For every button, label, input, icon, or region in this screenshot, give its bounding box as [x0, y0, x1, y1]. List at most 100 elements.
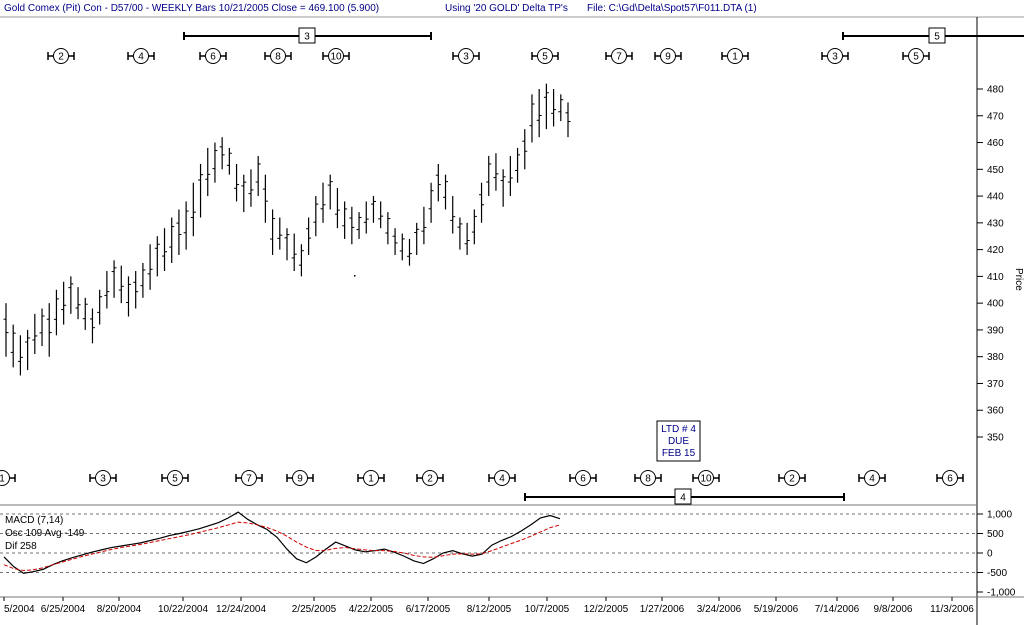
chart-header: Gold Comex (Pit) Con - D57/00 - WEEKLY B… [0, 0, 1024, 17]
price-bar [32, 313, 38, 355]
cycle-marker: 10 [692, 470, 720, 486]
price-tick-label: 350 [987, 433, 1004, 444]
date-tick-label: 12/24/2004 [216, 604, 266, 615]
chart-title: Gold Comex (Pit) Con - D57/00 - WEEKLY B… [4, 3, 380, 14]
cycle-marker: 6 [936, 470, 964, 486]
macd-tick-label: -1,000 [987, 588, 1016, 599]
price-bar [111, 260, 117, 298]
price-bar [219, 137, 225, 170]
price-bar [169, 217, 175, 263]
price-bar [385, 212, 391, 245]
price-bar [471, 209, 477, 245]
price-bar [277, 217, 283, 250]
price-bar [68, 276, 74, 314]
price-bar [313, 196, 319, 237]
price-bar [25, 329, 31, 371]
price-bar [39, 308, 45, 346]
price-bar [515, 147, 521, 183]
cycle-range-label: 5 [934, 32, 940, 43]
cycle-marker: 3 [452, 48, 480, 64]
price-bar [406, 238, 412, 266]
price-tick-label: 440 [987, 192, 1004, 203]
price-bar [507, 155, 513, 197]
date-tick-label: 4/22/2005 [349, 604, 394, 615]
price-bar [370, 196, 376, 223]
cycle-marker: 3 [821, 48, 849, 64]
turning-points-label: Using '20 GOLD' Delta TP's [445, 3, 568, 14]
macd-tick-label: 0 [987, 549, 993, 560]
cycle-marker-label: 6 [580, 474, 586, 485]
cycle-marker-label: 6 [947, 474, 953, 485]
cycle-marker: 6 [569, 470, 597, 486]
price-bar [536, 89, 542, 138]
price-bar [162, 228, 168, 272]
cycle-marker-label: 6 [210, 52, 216, 63]
price-bar [298, 244, 304, 277]
price-bar [226, 147, 232, 175]
price-bar [241, 174, 247, 213]
cycle-marker-label: 1 [368, 474, 374, 485]
date-tick-label: 10/22/2004 [158, 604, 208, 615]
price-bar [450, 196, 456, 234]
price-bar [565, 102, 571, 138]
price-bar [334, 188, 340, 229]
price-bar [176, 209, 182, 255]
cycle-range-box: 4 [524, 488, 845, 505]
cycle-marker-label: 2 [58, 52, 64, 63]
cycle-marker-label: 4 [138, 52, 144, 63]
cycle-marker: 4 [488, 470, 516, 486]
price-tick-label: 380 [987, 352, 1004, 363]
stray-point [354, 275, 356, 277]
date-tick-label: 6/17/2005 [406, 604, 451, 615]
price-bar [464, 222, 470, 255]
ltd-box: LTD # 4 DUE FEB 15 [656, 420, 701, 462]
cycle-marker: 8 [264, 48, 292, 64]
price-bar [17, 335, 23, 376]
price-bar [190, 182, 196, 237]
price-bar [82, 297, 88, 330]
price-bar [53, 289, 59, 336]
cycle-marker: 7 [605, 48, 633, 64]
price-bar [118, 265, 124, 304]
cycle-marker: 1 [0, 470, 16, 486]
ltd-line-3: FEB 15 [662, 448, 696, 459]
macd-tick-label: -500 [987, 568, 1007, 579]
macd-panel: 1,000 500 0 -500 -1,000 MACD (7,14) Osc 109 Av… [0, 510, 1016, 599]
date-tick-label: 8/20/2004 [97, 604, 142, 615]
file-path: File: C:\Gd\Delta\Spot57\F011.DTA (1) [587, 3, 757, 14]
cycle-marker-label: 10 [700, 474, 712, 485]
cycle-marker-label: 3 [100, 474, 106, 485]
price-bar [558, 94, 564, 122]
price-bar [97, 289, 103, 325]
price-bar [147, 244, 153, 290]
cycle-marker-label: 2 [789, 474, 795, 485]
price-bar [486, 155, 492, 197]
cycle-marker: 5 [531, 48, 559, 64]
ltd-line-2: DUE [668, 436, 689, 447]
price-bar [435, 163, 441, 202]
price-tick-label: 460 [987, 138, 1004, 149]
cycle-marker-label: 3 [463, 52, 469, 63]
price-tick-label: 410 [987, 272, 1004, 283]
cycle-marker: 1 [357, 470, 385, 486]
cycle-range-box: 3 [183, 27, 432, 44]
price-bar [140, 263, 146, 298]
cycle-marker-label: 4 [869, 474, 875, 485]
cycle-marker-label: 5 [913, 52, 919, 63]
price-bar [500, 169, 506, 207]
price-bar [457, 217, 463, 250]
price-bar [125, 276, 131, 317]
price-bar [89, 308, 95, 344]
macd-dif: Dif 258 [5, 541, 37, 552]
macd-line [3, 511, 561, 574]
price-bar [392, 228, 398, 255]
cycle-marker-label: 1 [732, 52, 738, 63]
cycle-marker-label: 1 [0, 474, 5, 485]
macd-tick-label: 1,000 [987, 510, 1012, 521]
macd-title: MACD (7,14) [5, 515, 63, 526]
price-bar [3, 303, 9, 357]
price-bar [421, 206, 427, 245]
cycle-marker: 6 [199, 48, 227, 64]
cycle-marker: 5 [902, 48, 930, 64]
price-axis-label: Price [1013, 268, 1024, 291]
